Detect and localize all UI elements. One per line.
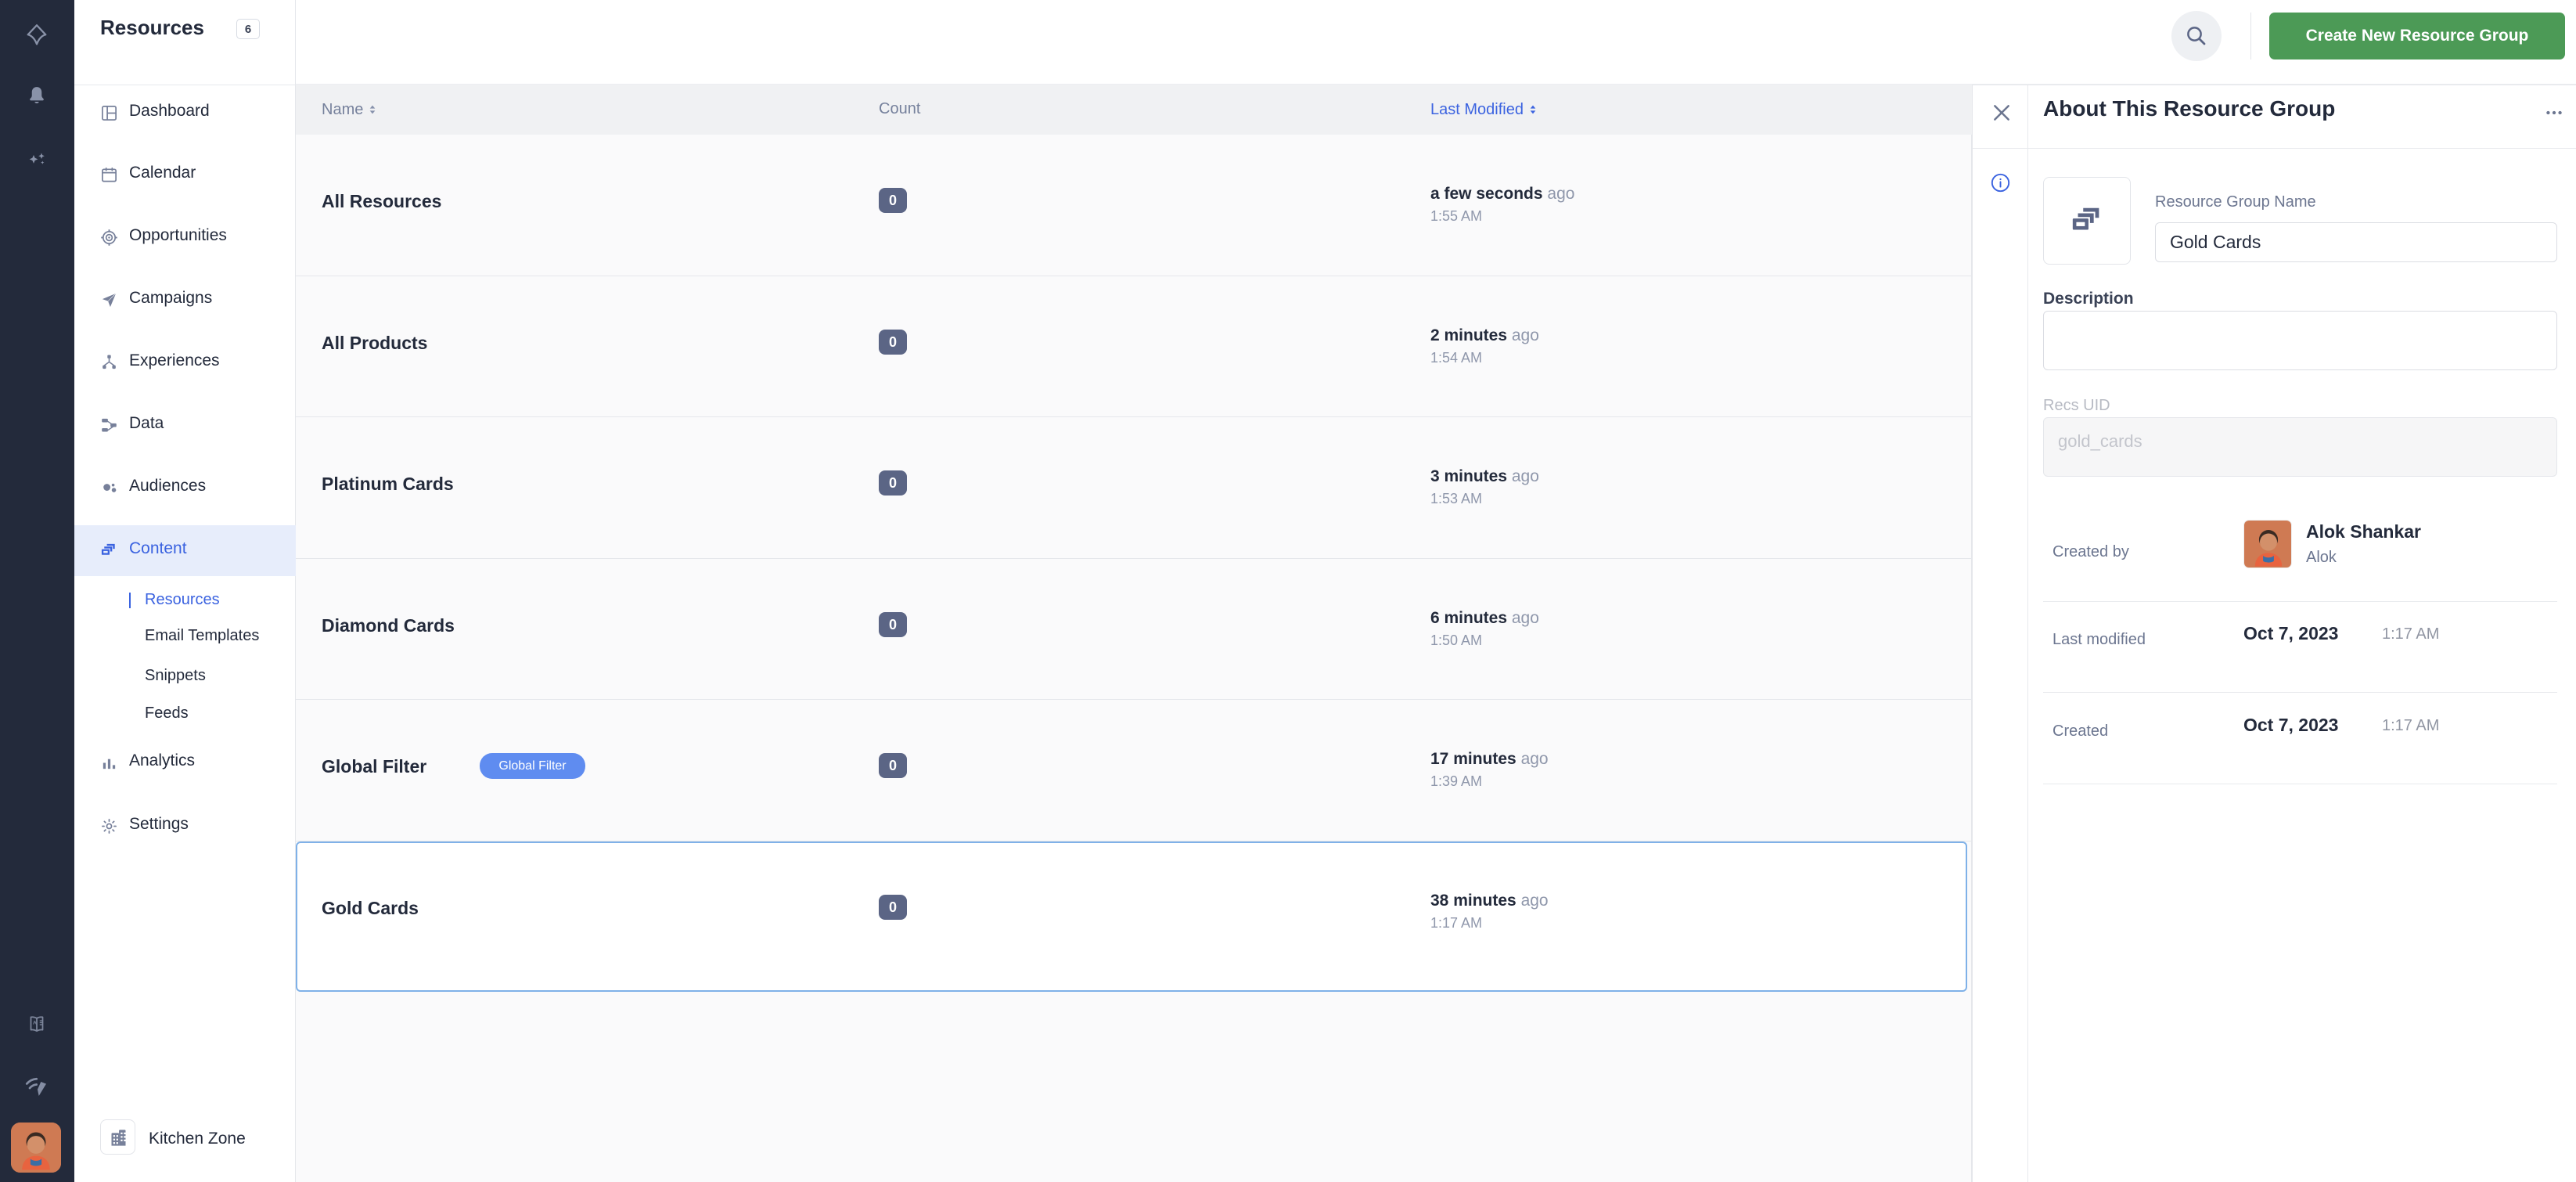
svg-text:A: A <box>33 1020 37 1025</box>
